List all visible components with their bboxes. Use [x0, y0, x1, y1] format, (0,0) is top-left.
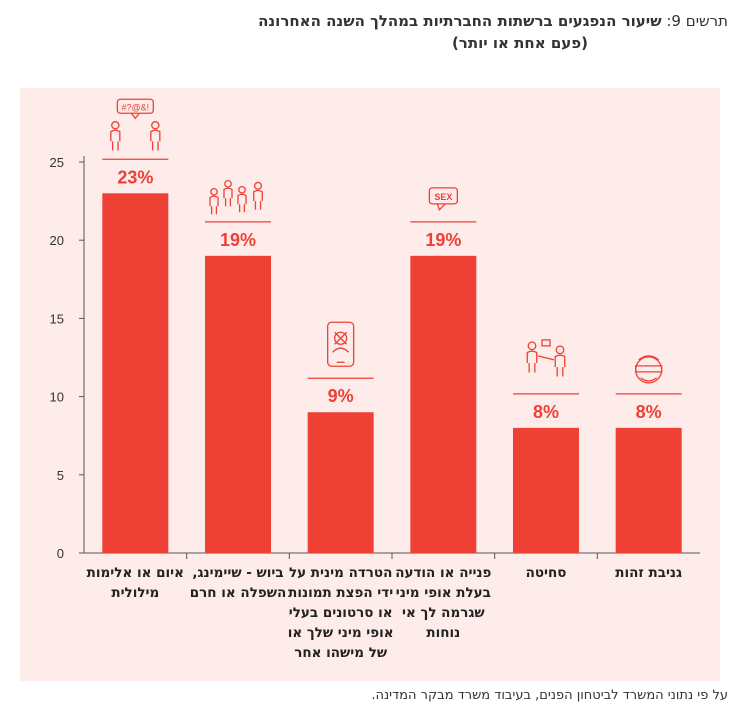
- mask: [635, 365, 663, 373]
- money: [541, 339, 551, 347]
- person-body: [253, 189, 263, 202]
- bar-value-label: 8%: [636, 402, 662, 422]
- person-legs: [556, 366, 564, 377]
- person-body: [110, 129, 121, 142]
- grab-arm: [537, 355, 555, 361]
- chart-title: תרשים 9: שיעור הנפגעים ברשתות החברתיות ב…: [28, 10, 728, 32]
- person-legs: [528, 362, 536, 373]
- chart-number: תרשים 9:: [666, 12, 728, 30]
- bar-value-label: 9%: [328, 386, 354, 406]
- bar: [205, 255, 271, 553]
- message-bubble: [428, 187, 458, 205]
- y-tick-label: 25: [50, 155, 64, 170]
- message-tail: [436, 203, 446, 212]
- person-legs: [254, 201, 262, 210]
- bars: 23% #?@&! איום או אלימות מילולית 19% ביוש - ש…: [87, 98, 682, 661]
- person-head: [224, 179, 232, 188]
- category-label: בעלת אופי מיני: [396, 585, 491, 601]
- category-label: גניבת זהות: [615, 565, 682, 581]
- y-tick-label: 10: [50, 390, 64, 405]
- person-body: [554, 354, 566, 367]
- chart-title-text: שיעור הנפגעים ברשתות החברתיות במהלך השנה…: [258, 12, 662, 30]
- category-label: פנייה או הודעה: [395, 565, 491, 581]
- speech-bubble-tail: [130, 112, 140, 120]
- person-legs: [111, 141, 119, 151]
- bar: [307, 412, 374, 553]
- person-head: [253, 181, 263, 190]
- person-legs: [224, 198, 232, 207]
- bar-value-label: 19%: [425, 230, 461, 250]
- chart-subtitle: (פעם אחת או יותר): [451, 34, 588, 52]
- identity-theft-icon: [635, 355, 663, 384]
- phone-photo-face: [334, 331, 348, 345]
- bar-value-label: 19%: [220, 230, 256, 250]
- category-label: הטרדה מינית על: [289, 565, 392, 581]
- y-tick-label: 5: [57, 468, 64, 483]
- person-body: [150, 129, 161, 142]
- axes: 0 5 10 15 20 25: [50, 155, 700, 561]
- phone-photo-body: [332, 347, 350, 353]
- sex-message-icon: SEX: [428, 187, 458, 212]
- person-head: [555, 345, 565, 355]
- bar-value-label: 23%: [117, 167, 153, 187]
- extortion-icon: [526, 339, 566, 377]
- category-label: אופי מיני שלך או: [288, 625, 394, 641]
- y-tick-label: 0: [57, 546, 64, 561]
- person-legs: [210, 206, 218, 215]
- source-note: על פי נתוני המשרד לביטחון הפנים, בעיבוד …: [371, 688, 728, 703]
- y-tick-label: 15: [50, 311, 64, 326]
- category-label: או סרטונים בעלי: [289, 605, 393, 621]
- chart-title-block: תרשים 9: שיעור הנפגעים ברשתות החברתיות ב…: [28, 10, 728, 54]
- category-label: של מישהו אחר: [294, 645, 388, 661]
- speech-bubble-text: #?@&!: [122, 102, 150, 112]
- person-body: [209, 195, 219, 207]
- category-label: סחיטה: [526, 565, 567, 581]
- bar: [513, 427, 579, 553]
- mouth: [640, 377, 658, 382]
- message-text: SEX: [434, 192, 452, 202]
- person-head: [527, 341, 537, 351]
- bar-value-label: 8%: [533, 402, 559, 422]
- phone-cross: [334, 331, 348, 345]
- bar: [615, 427, 682, 553]
- person-body: [526, 350, 538, 363]
- person-head: [210, 187, 218, 196]
- phone-photo-icon: [327, 321, 355, 367]
- person-head: [238, 185, 246, 194]
- person-legs: [151, 141, 159, 151]
- category-label: השפלה או חרם: [190, 585, 287, 601]
- phone-frame: [327, 321, 355, 367]
- speech-bubble: [116, 98, 154, 114]
- person-body: [237, 193, 247, 205]
- category-label: איום או אלימות: [87, 565, 184, 581]
- bar: [102, 193, 169, 553]
- person-body: [223, 187, 233, 199]
- category-label: מילולית: [111, 585, 159, 601]
- person-head: [111, 121, 120, 130]
- category-label: שגרמה לך אי: [402, 605, 485, 621]
- person-legs: [238, 204, 246, 213]
- person-head: [151, 121, 160, 130]
- category-label: ביוש - שיימינג,: [192, 565, 283, 581]
- cap: [638, 355, 660, 361]
- category-label: נוחות: [426, 625, 460, 641]
- bar: [410, 255, 477, 553]
- argument-icon: #?@&!: [110, 98, 161, 151]
- crowd-icon: [209, 179, 263, 215]
- category-label: ידי הפצת תמונות: [288, 585, 393, 601]
- y-tick-label: 20: [50, 233, 64, 248]
